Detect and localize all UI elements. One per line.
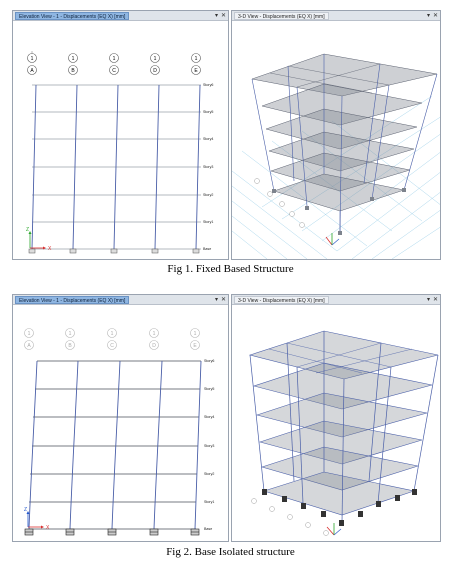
axis-triad: X Z xyxy=(24,507,50,531)
grid-bubble-top-label: 1 xyxy=(69,331,72,337)
fig1-elevation-titlebar: Elevation View - 1 - Displacements (EQ X… xyxy=(13,11,228,21)
story-label: Story4 xyxy=(204,415,214,419)
grid-bubbles-3d xyxy=(254,178,305,228)
story-label: Story4 xyxy=(203,137,213,141)
story-label: Base xyxy=(204,527,212,531)
grid-bubble-top-label: 1 xyxy=(28,331,31,337)
grid-bubble-b: 1 B xyxy=(68,53,78,75)
axis-x-label: X xyxy=(46,525,50,531)
pin-icon[interactable]: ▾ xyxy=(214,297,218,303)
story-label: Story3 xyxy=(204,444,214,448)
close-icon[interactable]: ✕ xyxy=(432,13,438,19)
story-label: Story1 xyxy=(203,220,213,224)
axis-x-label: X xyxy=(48,246,52,252)
grid-bubble-a: 1 A xyxy=(24,328,34,350)
axis-triad: X Z xyxy=(26,227,52,252)
story-labels: Story6 Story5 Story4 Story3 Story2 Story… xyxy=(204,359,214,531)
story-label: Story5 xyxy=(203,110,213,114)
fig2-3d-canvas[interactable] xyxy=(232,305,441,542)
grid-bubble-top-label: 1 xyxy=(194,331,197,337)
deformed-columns xyxy=(28,360,202,530)
story-label: Base xyxy=(203,247,211,251)
fig2-elevation-tab[interactable]: Elevation View - 1 - Displacements (EQ X… xyxy=(15,296,130,304)
story-label: Story1 xyxy=(204,500,214,504)
grid-bubble-c: 1 C xyxy=(109,53,119,75)
axis-z-label: Z xyxy=(24,507,27,513)
story-lines xyxy=(29,360,201,530)
grid-bubble-bottom-label: A xyxy=(30,68,34,74)
grid-bubble-e: 1 E xyxy=(191,53,201,75)
story-label: Story2 xyxy=(203,193,213,197)
grid-bubble-a: 1 A xyxy=(27,51,37,75)
story-labels: Story6 Story5 Story4 Story3 Story2 Story… xyxy=(203,83,213,251)
isolator-symbols xyxy=(24,528,200,536)
pin-icon[interactable]: ▾ xyxy=(426,297,430,303)
grid-bubbles: 1 A 1 B 1 C 1 D xyxy=(27,51,201,75)
fig2-3d-titlebar: 3-D View - Displacements (EQ X) [mm] ▾ ✕ xyxy=(232,295,440,305)
isolator-symbols-3d xyxy=(262,489,417,526)
pin-icon[interactable]: ▾ xyxy=(214,13,218,19)
deformed-columns xyxy=(31,84,201,250)
grid-bubble-c: 1 C xyxy=(107,328,117,350)
grid-bubble-d: 1 D xyxy=(150,53,160,75)
floor-grid xyxy=(232,95,440,259)
grid-bubbles-3d xyxy=(251,498,329,536)
fig1-3d-tab[interactable]: 3-D View - Displacements (EQ X) [mm] xyxy=(234,12,329,20)
grid-bubble-bottom-label: B xyxy=(68,343,72,349)
fig1-3d-canvas[interactable] xyxy=(232,21,441,260)
building-3d xyxy=(248,330,439,524)
grid-bubbles: 1 A 1 B 1 C 1 D xyxy=(24,328,200,350)
story-label: Story6 xyxy=(203,83,213,87)
story-label: Story3 xyxy=(203,165,213,169)
fig1-caption: Fig 1. Fixed Based Structure xyxy=(167,263,294,275)
grid-bubble-top-label: 1 xyxy=(154,56,157,62)
fig1-elevation-panel[interactable]: Elevation View - 1 - Displacements (EQ X… xyxy=(12,10,229,260)
fig2-3d-panel[interactable]: 3-D View - Displacements (EQ X) [mm] ▾ ✕ xyxy=(231,294,441,542)
grid-bubble-top-label: 1 xyxy=(153,331,156,337)
building-3d xyxy=(251,53,438,234)
fig2-caption: Fig 2. Base Isolated structure xyxy=(166,546,295,558)
story-label: Story6 xyxy=(204,359,214,363)
grid-bubble-bottom-label: D xyxy=(153,68,157,74)
grid-bubble-top-label: 1 xyxy=(195,56,198,62)
fig2-elevation-panel[interactable]: Elevation View - 1 - Displacements (EQ X… xyxy=(12,294,229,542)
fig1-elevation-tab[interactable]: Elevation View - 1 - Displacements (EQ X… xyxy=(15,12,130,20)
grid-bubble-top-label: 1 xyxy=(72,56,75,62)
axis-z-label: Z xyxy=(26,227,29,233)
grid-bubble-e: 1 E xyxy=(190,328,200,350)
fig1-3d-titlebar: 3-D View - Displacements (EQ X) [mm] ▾ ✕ xyxy=(232,11,440,21)
grid-bubble-top-label: 1 xyxy=(113,56,116,62)
close-icon[interactable]: ✕ xyxy=(432,297,438,303)
story-lines xyxy=(32,84,201,250)
grid-bubble-bottom-label: C xyxy=(112,68,116,74)
story-label: Story2 xyxy=(204,472,214,476)
fig2-elevation-canvas[interactable]: 1 A 1 B 1 C 1 D xyxy=(13,305,229,542)
grid-bubble-top-label: 1 xyxy=(111,331,114,337)
axis-triad-3d xyxy=(325,233,340,246)
fig2-3d-tab[interactable]: 3-D View - Displacements (EQ X) [mm] xyxy=(234,296,329,304)
grid-bubble-bottom-label: E xyxy=(194,68,198,74)
story-label: Story5 xyxy=(204,387,214,391)
grid-bubble-top-label: 1 xyxy=(31,56,34,62)
close-icon[interactable]: ✕ xyxy=(220,13,226,19)
support-symbols-3d xyxy=(272,188,406,235)
fig1-elevation-canvas[interactable]: 1 A 1 B 1 C 1 D xyxy=(13,21,229,260)
grid-bubble-b: 1 B xyxy=(65,328,75,350)
pin-icon[interactable]: ▾ xyxy=(426,13,430,19)
grid-bubble-bottom-label: E xyxy=(193,343,197,349)
grid-bubble-d: 1 D xyxy=(149,328,159,350)
axis-triad-3d xyxy=(326,523,342,536)
grid-bubble-bottom-label: C xyxy=(110,343,114,349)
fig2-elevation-titlebar: Elevation View - 1 - Displacements (EQ X… xyxy=(13,295,228,305)
grid-bubble-bottom-label: D xyxy=(152,343,156,349)
fig1-3d-panel[interactable]: 3-D View - Displacements (EQ X) [mm] ▾ ✕ xyxy=(231,10,441,260)
close-icon[interactable]: ✕ xyxy=(220,297,226,303)
grid-bubble-bottom-label: B xyxy=(71,68,75,74)
grid-bubble-bottom-label: A xyxy=(27,343,31,349)
support-symbols xyxy=(28,248,200,254)
